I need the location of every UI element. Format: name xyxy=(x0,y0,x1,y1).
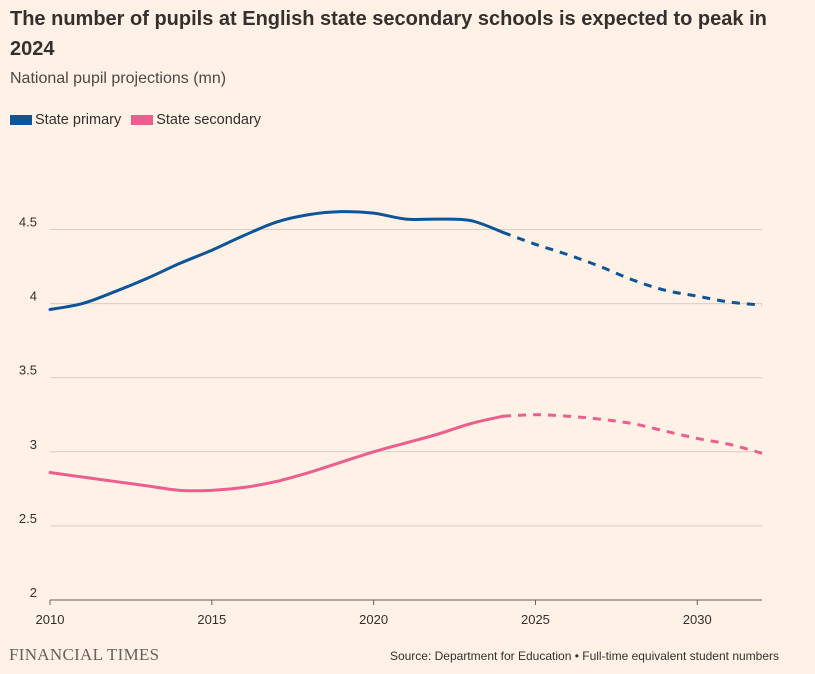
y-tick-label: 2 xyxy=(30,585,37,600)
x-axis xyxy=(49,599,762,605)
ft-logo: FINANCIAL TIMES xyxy=(9,645,160,664)
series-line-state-primary-actual xyxy=(48,210,505,311)
x-tick-label: 2030 xyxy=(683,612,712,627)
x-tick-label: 2015 xyxy=(197,612,226,627)
chart-title: The number of pupils at English state se… xyxy=(10,8,767,60)
legend-swatch-state-primary xyxy=(10,115,32,125)
y-tick-label: 3.5 xyxy=(19,363,37,378)
legend-label-state-secondary: State secondary xyxy=(156,112,262,128)
y-tick-label: 3 xyxy=(30,437,37,452)
legend-item-state-primary: State primary xyxy=(10,112,121,128)
chart-subtitle: National pupil projections (mn) xyxy=(10,70,227,87)
source-note: Source: Department for Education • Full-… xyxy=(389,649,779,663)
legend-swatch-state-secondary xyxy=(131,115,154,125)
series-line-state-secondary-actual xyxy=(48,414,505,493)
series-line-state-secondary-projection xyxy=(503,413,763,455)
legend-label-state-primary: State primary xyxy=(35,112,122,128)
legend-item-state-secondary: State secondary xyxy=(131,112,261,128)
y-tick-label: 4.5 xyxy=(19,214,37,229)
y-tick-label: 4 xyxy=(30,289,37,304)
grid-lines xyxy=(50,228,762,527)
series-line-state-primary-projection xyxy=(502,231,763,307)
x-tick-label: 2010 xyxy=(36,612,65,627)
y-tick-label: 2.5 xyxy=(19,511,37,526)
tick-labels: 2 2.5 3 3.5 4 4.5 2010 2015 2020 2025 2030 xyxy=(19,214,712,627)
x-tick-label: 2020 xyxy=(359,612,388,627)
x-tick-label: 2025 xyxy=(521,612,550,627)
legend: State primary State secondary xyxy=(10,112,271,128)
series-lines xyxy=(48,210,763,493)
